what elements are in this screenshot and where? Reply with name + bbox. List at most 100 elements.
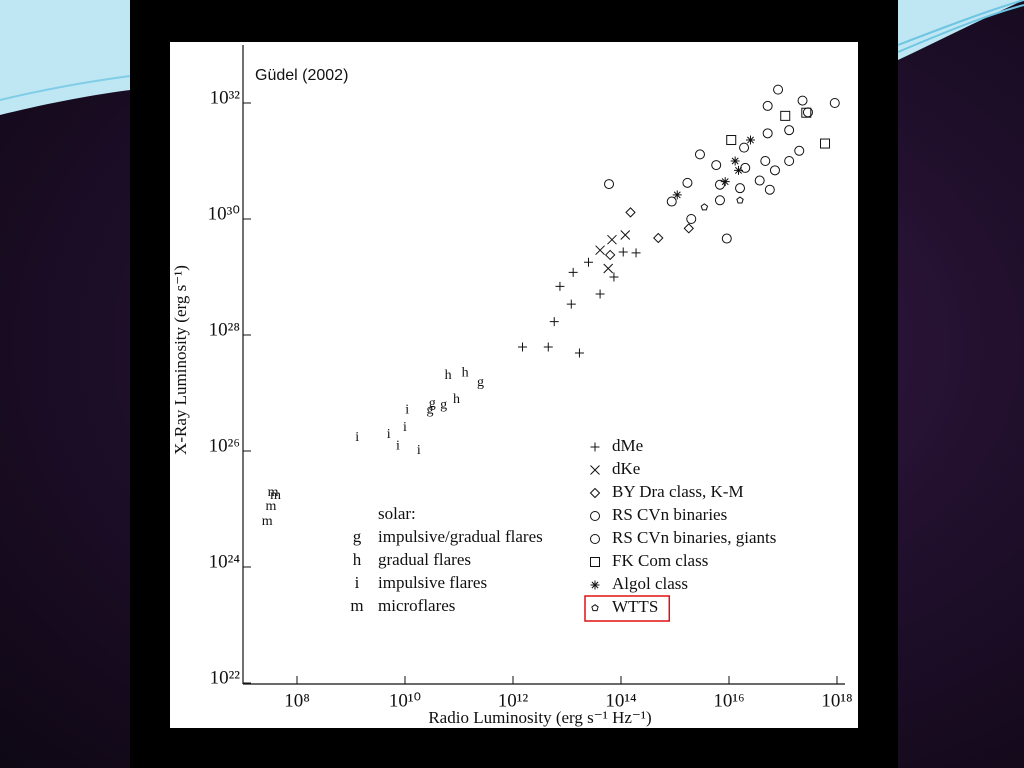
- y-tick-label: 10³²: [210, 87, 241, 108]
- data-point: [736, 196, 744, 204]
- data-point: m: [270, 488, 281, 503]
- data-point: [754, 175, 765, 186]
- legend-symbol: [590, 580, 600, 590]
- data-point: m: [262, 514, 273, 529]
- data-point: [801, 107, 812, 118]
- data-point: [604, 249, 616, 261]
- legend-label: Algol class: [612, 574, 688, 593]
- y-tick-label: 10²⁴: [209, 551, 241, 572]
- y-tick-label: 10³⁰: [208, 203, 240, 224]
- legend-label: dMe: [612, 436, 643, 455]
- data-point: [574, 348, 584, 358]
- data-point: [780, 110, 791, 121]
- plot-background: [170, 42, 858, 728]
- data-point: i: [396, 439, 400, 454]
- data-point: [631, 248, 641, 258]
- data-point: [568, 267, 578, 277]
- data-point: h: [453, 392, 460, 407]
- x-tick-label: 10¹⁰: [389, 690, 421, 711]
- data-point: [653, 232, 664, 244]
- annotation: Güdel (2002): [255, 67, 348, 84]
- legend-marker: g: [353, 527, 362, 546]
- data-point: [603, 263, 614, 274]
- data-point: [730, 156, 740, 166]
- data-point: [672, 190, 682, 200]
- data-point: [769, 165, 780, 176]
- data-point: [595, 245, 605, 256]
- data-point: i: [355, 430, 359, 445]
- data-point: [721, 233, 732, 244]
- data-point: [694, 149, 705, 160]
- x-tick-label: 10¹²: [498, 690, 529, 711]
- legend-label: FK Com class: [612, 551, 708, 570]
- data-point: [686, 214, 697, 224]
- legend-label: RS CVn binaries, giants: [612, 528, 776, 547]
- data-point: [820, 138, 831, 149]
- y-tick-label: 10²²: [210, 667, 241, 688]
- legend-symbol: [589, 487, 601, 499]
- data-point: h: [445, 368, 452, 383]
- legend-label: gradual flares: [378, 550, 471, 569]
- data-point: [604, 179, 615, 190]
- legend-symbol: [590, 465, 600, 475]
- data-point: [734, 165, 744, 175]
- data-point: [784, 125, 795, 136]
- legend-title: solar:: [378, 504, 416, 523]
- data-point: g: [426, 403, 433, 418]
- data-point: [794, 145, 805, 156]
- data-point: [607, 234, 617, 245]
- data-point: h: [462, 365, 469, 380]
- data-point: [711, 160, 722, 171]
- legend-highlight: [584, 595, 671, 622]
- legend-label: microflares: [378, 596, 455, 615]
- data-point: [682, 177, 693, 188]
- data-point: g: [477, 375, 484, 390]
- data-point: [620, 230, 631, 240]
- x-tick-label: 10⁸: [284, 690, 310, 711]
- data-point: [625, 207, 636, 218]
- data-point: [583, 257, 593, 267]
- legend-label: BY Dra class, K-M: [612, 482, 744, 501]
- data-point: [609, 272, 619, 282]
- y-tick-label: 10²⁸: [209, 319, 240, 340]
- legend-symbol: [590, 442, 600, 452]
- data-point: g: [440, 397, 447, 412]
- data-point: [784, 156, 795, 166]
- legend-label: WTTS: [612, 597, 658, 616]
- data-point: [618, 247, 628, 257]
- x-tick-label: 10¹⁴: [605, 690, 637, 711]
- legend-marker: m: [350, 596, 363, 615]
- decor-swoosh: [897, 0, 1024, 53]
- data-point: i: [403, 420, 407, 435]
- data-point: [683, 223, 694, 234]
- data-point: [566, 299, 576, 309]
- decor-swoosh: [0, 0, 130, 115]
- data-point: [666, 196, 677, 207]
- data-point: [714, 179, 725, 190]
- data-point: [764, 184, 775, 195]
- data-point: [720, 177, 730, 187]
- legend-marker: i: [355, 573, 360, 592]
- data-point: i: [387, 427, 391, 442]
- data-point: [700, 203, 709, 211]
- data-point: [762, 128, 773, 139]
- data-point: i: [405, 403, 409, 418]
- data-point: [595, 289, 605, 299]
- y-tick-label: 10²⁶: [209, 435, 240, 456]
- data-point: [773, 84, 784, 95]
- data-point: i: [417, 443, 421, 458]
- data-point: [762, 100, 773, 111]
- data-point: [735, 183, 746, 194]
- data-point: [549, 317, 559, 327]
- legend-label: RS CVn binaries: [612, 505, 727, 524]
- x-tick-label: 10¹⁸: [821, 690, 852, 711]
- legend-symbol: [590, 534, 600, 544]
- data-point: [518, 342, 528, 352]
- y-axis-label: X-Ray Luminosity (erg s⁻¹): [171, 265, 190, 455]
- data-point: [797, 95, 808, 106]
- legend-marker: h: [353, 550, 362, 569]
- data-point: [543, 342, 553, 352]
- legend-symbol: [591, 604, 599, 612]
